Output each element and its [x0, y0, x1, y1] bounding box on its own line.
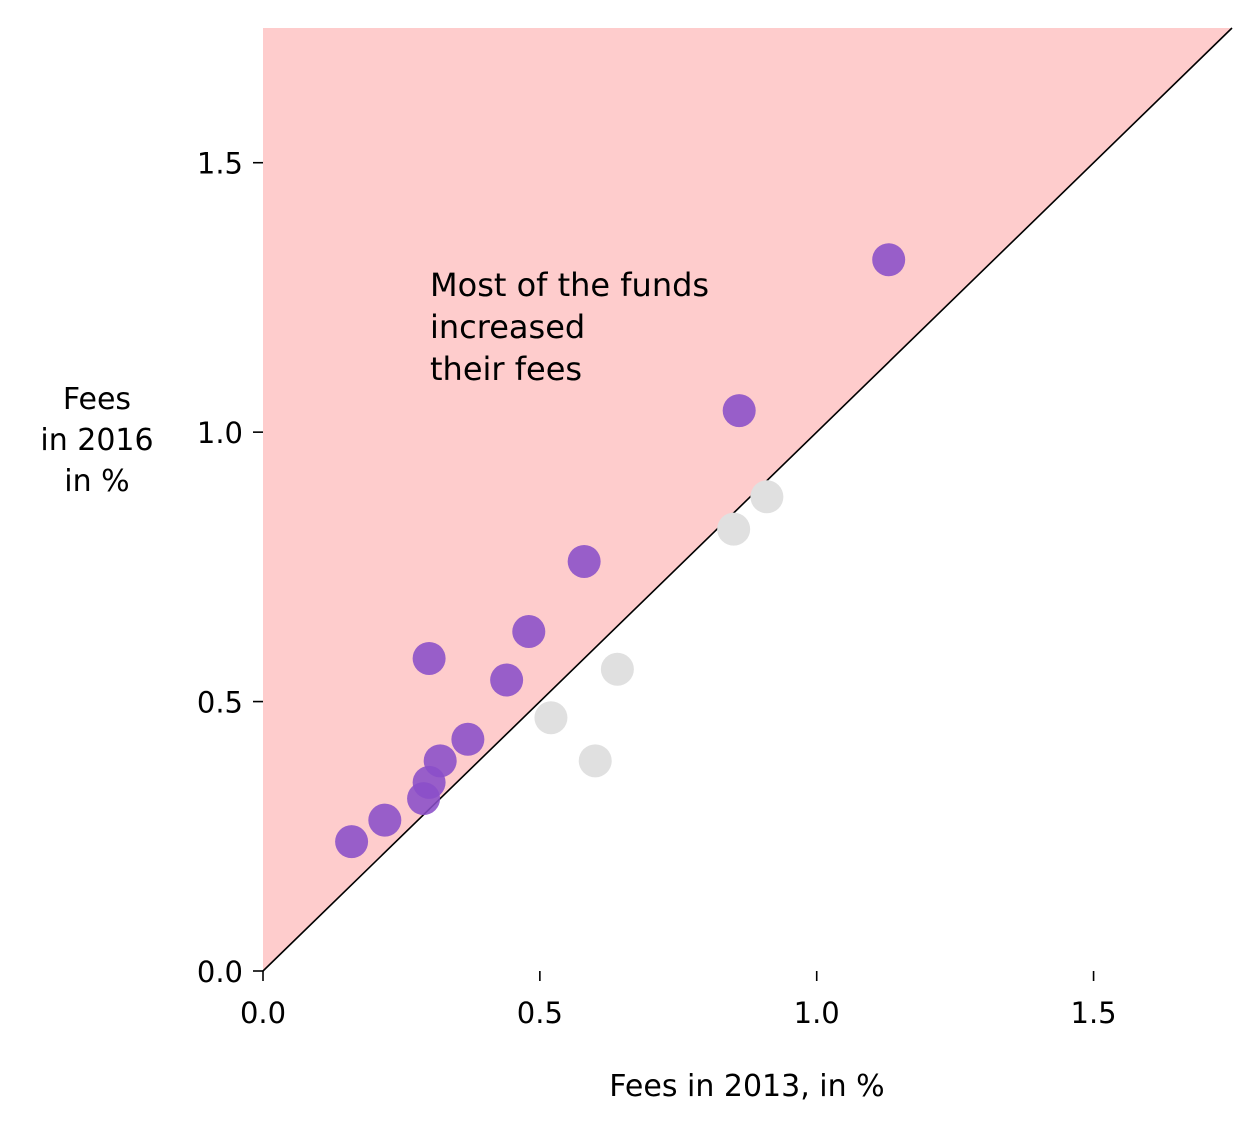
- decreased-fee-point: [600, 652, 634, 686]
- y-tick-label: 0.0: [197, 955, 243, 989]
- increased-fee-point: [368, 803, 402, 837]
- increased-fee-point: [490, 663, 524, 697]
- increased-fee-point: [335, 825, 369, 859]
- increased-fee-point: [722, 394, 756, 428]
- decreased-fee-point: [534, 701, 568, 735]
- increased-fee-point: [412, 641, 446, 675]
- increased-fee-point: [512, 615, 546, 649]
- y-axis-label: Fees in 2016 in %: [40, 382, 153, 499]
- y-tick-label: 0.5: [197, 686, 243, 720]
- x-tick-label: 0.5: [517, 996, 563, 1030]
- increased-fee-point: [872, 243, 906, 277]
- data-points: [335, 243, 906, 859]
- decreased-fee-point: [750, 480, 784, 514]
- annotation-text: Most of the funds increased their fees: [430, 266, 709, 388]
- decreased-fee-point: [578, 744, 612, 778]
- y-tick-label: 1.5: [197, 147, 243, 181]
- increased-fee-point: [423, 744, 457, 778]
- x-axis-label: Fees in 2013, in %: [609, 1069, 884, 1104]
- x-tick-label: 0.0: [240, 996, 286, 1030]
- decreased-fee-point: [717, 512, 751, 546]
- increased-fee-point: [451, 722, 485, 756]
- axis-ticks: 0.0 0.5 1.0 1.5 0.0 0.5 1.0 1.5: [197, 147, 1117, 1030]
- increased-fee-point: [567, 544, 601, 578]
- x-tick-label: 1.0: [794, 996, 840, 1030]
- x-tick-label: 1.5: [1071, 996, 1117, 1030]
- y-tick-label: 1.0: [197, 416, 243, 450]
